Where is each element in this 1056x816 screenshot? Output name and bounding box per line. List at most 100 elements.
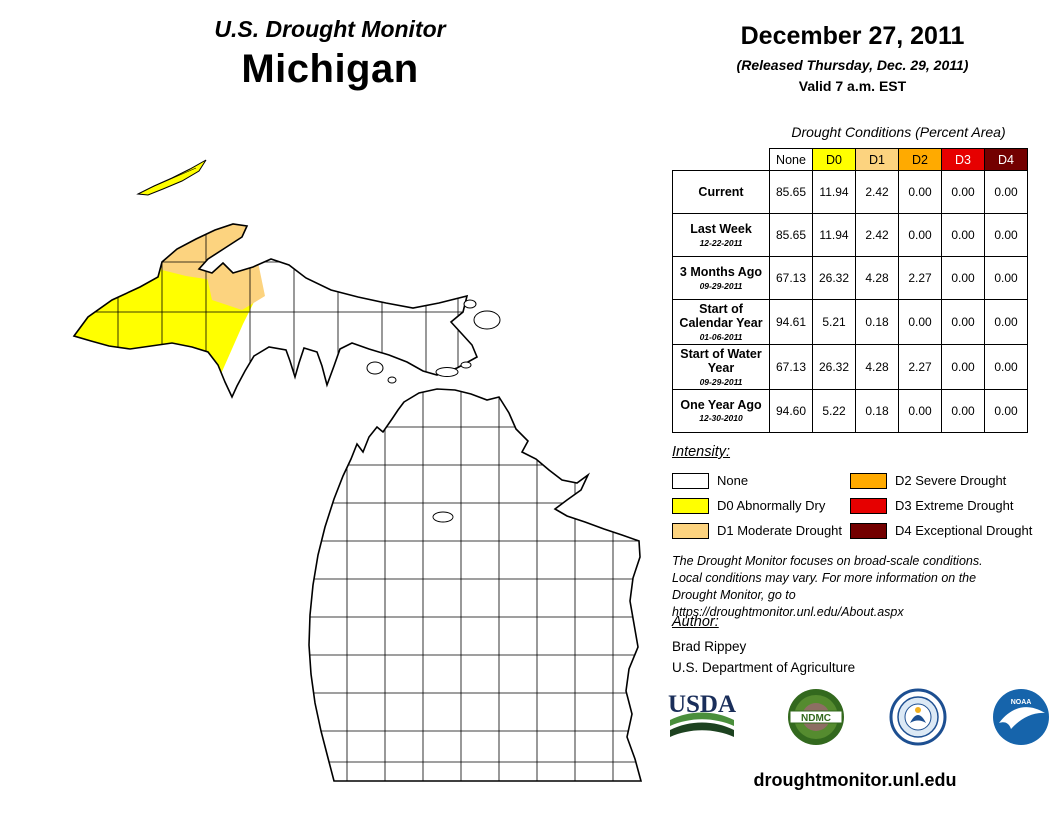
col-header-d4: D4 [984,148,1028,171]
legend-item-d1: D1 Moderate Drought [672,518,850,543]
legend-item-d3: D3 Extreme Drought [850,493,1050,518]
col-header-none: None [769,148,813,171]
cell: 5.22 [812,388,856,433]
usda-swoosh-dark [670,722,734,737]
author-heading: Author: [672,614,719,630]
table-row-current: Current 85.65 11.94 2.42 0.00 0.00 0.00 [672,170,1028,214]
ndmc-wordmark: NDMC [801,713,831,724]
cell: 0.18 [855,299,899,345]
cell: 0.00 [941,213,985,257]
ndmc-logo: NDMC [787,689,844,745]
valid-time: Valid 7 a.m. EST [798,78,907,94]
cell: 67.13 [769,256,813,300]
row-label: One Year Ago 12-30-2010 [672,388,770,433]
cell: 4.28 [855,256,899,300]
table-corner-cell [672,148,770,171]
author-name: Brad Rippey [672,639,747,654]
cell: 0.00 [898,213,942,257]
row-label: 3 Months Ago 09-29-2011 [672,256,770,300]
cell: 26.32 [812,343,856,390]
row-label: Start of Calendar Year 01-06-2011 [672,299,770,345]
row-label: Last Week 12-22-2011 [672,213,770,257]
beaver-island [366,361,384,375]
cell: 67.13 [769,343,813,390]
report-title: U.S. Drought Monitor [214,16,446,42]
d0-swatch [672,497,709,514]
agency-logos: USDA NDMC NOAA [662,688,1050,746]
date-block: December 27, 2011 (Released Thursday, De… [660,22,1045,94]
noaa-wordmark: NOAA [1011,699,1032,706]
disclaimer-text: The Drought Monitor focuses on broad-sca… [672,554,983,619]
noaa-gull-icon [998,707,1045,729]
table-row-start-water-year: Start of Water Year 09-29-2011 67.13 26.… [672,343,1028,390]
isle-royale [136,159,207,196]
usda-swoosh-light [670,712,734,726]
author-org: U.S. Department of Agriculture [672,660,856,675]
table-row-3-months-ago: 3 Months Ago 09-29-2011 67.13 26.32 4.28… [672,256,1028,300]
isle-royale-inner-line [149,167,197,189]
table-caption: Drought Conditions (Percent Area) [791,124,1006,140]
cell: 2.42 [855,170,899,214]
table-row-one-year-ago: One Year Ago 12-30-2010 94.60 5.22 0.18 … [672,388,1028,433]
up-county-lines [74,224,477,397]
table-row-last-week: Last Week 12-22-2011 85.65 11.94 2.42 0.… [672,213,1028,257]
author-block: Author: Brad Rippey U.S. Department of A… [672,614,855,675]
title-block: U.S. Drought Monitor Michigan [90,16,570,92]
cell: 2.42 [855,213,899,257]
cell: 0.00 [984,388,1028,433]
usda-logo: USDA [668,691,736,737]
intensity-legend: Intensity: None D0 Abnormally Dry D1 Mod… [672,444,1050,543]
legend-item-none: None [672,468,850,493]
cell: 5.21 [812,299,856,345]
cell: 0.00 [984,213,1028,257]
cell: 0.18 [855,388,899,433]
legend-item-d2: D2 Severe Drought [850,468,1050,493]
bois-blanc-island [435,367,459,377]
d1-region-keweenaw [148,224,262,280]
none-swatch [672,472,709,489]
col-header-d2: D2 [898,148,942,171]
cell: 0.00 [941,256,985,300]
cell: 85.65 [769,213,813,257]
cell: 2.27 [898,343,942,390]
commerce-torch-icon [915,707,922,713]
row-label: Current [672,170,770,214]
row-label: Start of Water Year 09-29-2011 [672,343,770,390]
cell: 0.00 [984,343,1028,390]
col-header-d3: D3 [941,148,985,171]
drummond-island [473,310,501,330]
cell: 0.00 [941,343,985,390]
cell: 94.60 [769,388,813,433]
ndmc-banner [789,710,843,724]
legend-grid: None D0 Abnormally Dry D1 Moderate Droug… [672,468,1050,543]
legend-title: Intensity: [672,444,731,460]
d2-swatch [850,472,887,489]
cell: 2.27 [898,256,942,300]
cell: 0.00 [941,170,985,214]
houghton-lake [432,511,454,523]
legend-item-d4: D4 Exceptional Drought [850,518,1050,543]
cell: 0.00 [898,299,942,345]
mackinac-island [460,361,472,369]
cell: 0.00 [941,299,985,345]
commerce-seal-logo [889,688,947,746]
col-header-d1: D1 [855,148,899,171]
site-url: droughtmonitor.unl.edu [753,770,957,790]
state-name: Michigan [241,47,419,91]
noaa-logo: NOAA [992,689,1049,745]
michigan-drought-map [73,159,642,782]
cell: 4.28 [855,343,899,390]
sugar-island [463,299,477,309]
cell: 0.00 [898,170,942,214]
cell: 0.00 [984,256,1028,300]
table-header-row: None D0 D1 D2 D3 D4 [672,148,1028,171]
cell: 0.00 [984,170,1028,214]
cell: 0.00 [984,299,1028,345]
map-date: December 27, 2011 [740,22,965,50]
released-date: (Released Thursday, Dec. 29, 2011) [736,57,969,73]
lower-peninsula [309,389,641,781]
cell: 0.00 [898,388,942,433]
cell: 85.65 [769,170,813,214]
d4-swatch [850,522,887,539]
